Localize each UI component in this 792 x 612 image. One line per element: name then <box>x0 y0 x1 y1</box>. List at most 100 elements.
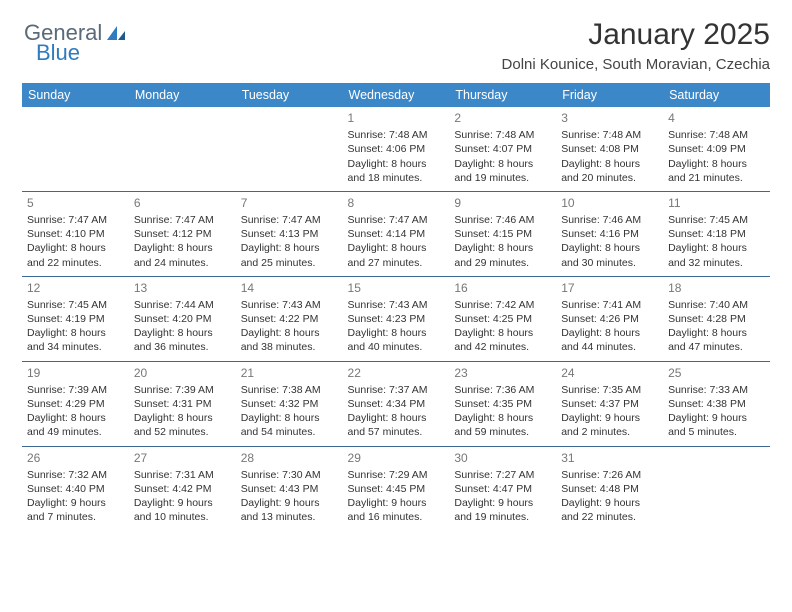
brand-text-2-wrap: Blue <box>36 40 80 66</box>
sunrise-line: Sunrise: 7:27 AM <box>454 468 551 482</box>
calendar-page: General Blue January 2025 Dolni Kounice,… <box>0 0 792 612</box>
calendar-day-cell: 4Sunrise: 7:48 AMSunset: 4:09 PMDaylight… <box>663 107 770 191</box>
sunset-line: Sunset: 4:22 PM <box>241 312 338 326</box>
calendar-day-cell <box>22 107 129 191</box>
weekday-header: Tuesday <box>236 83 343 107</box>
sunrise-line: Sunrise: 7:47 AM <box>134 213 231 227</box>
weekday-header: Saturday <box>663 83 770 107</box>
sail-icon <box>105 24 127 42</box>
calendar-day-cell: 10Sunrise: 7:46 AMSunset: 4:16 PMDayligh… <box>556 191 663 276</box>
daylight-line: Daylight: 8 hours and 22 minutes. <box>27 241 124 269</box>
sunset-line: Sunset: 4:19 PM <box>27 312 124 326</box>
sunset-line: Sunset: 4:34 PM <box>348 397 445 411</box>
day-number: 16 <box>454 280 551 296</box>
daylight-line: Daylight: 8 hours and 29 minutes. <box>454 241 551 269</box>
calendar-table: Sunday Monday Tuesday Wednesday Thursday… <box>22 83 770 530</box>
daylight-line: Daylight: 9 hours and 16 minutes. <box>348 496 445 524</box>
daylight-line: Daylight: 8 hours and 34 minutes. <box>27 326 124 354</box>
calendar-day-cell: 21Sunrise: 7:38 AMSunset: 4:32 PMDayligh… <box>236 361 343 446</box>
day-number: 4 <box>668 110 765 126</box>
calendar-day-cell: 22Sunrise: 7:37 AMSunset: 4:34 PMDayligh… <box>343 361 450 446</box>
sunset-line: Sunset: 4:31 PM <box>134 397 231 411</box>
daylight-line: Daylight: 8 hours and 32 minutes. <box>668 241 765 269</box>
sunrise-line: Sunrise: 7:45 AM <box>27 298 124 312</box>
sunrise-line: Sunrise: 7:42 AM <box>454 298 551 312</box>
daylight-line: Daylight: 9 hours and 13 minutes. <box>241 496 338 524</box>
daylight-line: Daylight: 8 hours and 25 minutes. <box>241 241 338 269</box>
calendar-day-cell: 26Sunrise: 7:32 AMSunset: 4:40 PMDayligh… <box>22 446 129 530</box>
sunrise-line: Sunrise: 7:29 AM <box>348 468 445 482</box>
day-number: 28 <box>241 450 338 466</box>
sunrise-line: Sunrise: 7:47 AM <box>241 213 338 227</box>
sunset-line: Sunset: 4:12 PM <box>134 227 231 241</box>
calendar-week-row: 26Sunrise: 7:32 AMSunset: 4:40 PMDayligh… <box>22 446 770 530</box>
sunset-line: Sunset: 4:35 PM <box>454 397 551 411</box>
calendar-day-cell: 18Sunrise: 7:40 AMSunset: 4:28 PMDayligh… <box>663 276 770 361</box>
calendar-day-cell: 15Sunrise: 7:43 AMSunset: 4:23 PMDayligh… <box>343 276 450 361</box>
sunset-line: Sunset: 4:28 PM <box>668 312 765 326</box>
daylight-line: Daylight: 8 hours and 47 minutes. <box>668 326 765 354</box>
day-number: 23 <box>454 365 551 381</box>
day-number: 14 <box>241 280 338 296</box>
day-number: 26 <box>27 450 124 466</box>
day-number: 5 <box>27 195 124 211</box>
calendar-day-cell: 25Sunrise: 7:33 AMSunset: 4:38 PMDayligh… <box>663 361 770 446</box>
calendar-day-cell: 2Sunrise: 7:48 AMSunset: 4:07 PMDaylight… <box>449 107 556 191</box>
sunrise-line: Sunrise: 7:33 AM <box>668 383 765 397</box>
daylight-line: Daylight: 8 hours and 19 minutes. <box>454 157 551 185</box>
daylight-line: Daylight: 8 hours and 49 minutes. <box>27 411 124 439</box>
sunset-line: Sunset: 4:42 PM <box>134 482 231 496</box>
sunset-line: Sunset: 4:13 PM <box>241 227 338 241</box>
sunrise-line: Sunrise: 7:48 AM <box>668 128 765 142</box>
sunset-line: Sunset: 4:47 PM <box>454 482 551 496</box>
sunset-line: Sunset: 4:08 PM <box>561 142 658 156</box>
daylight-line: Daylight: 8 hours and 27 minutes. <box>348 241 445 269</box>
daylight-line: Daylight: 8 hours and 44 minutes. <box>561 326 658 354</box>
sunset-line: Sunset: 4:40 PM <box>27 482 124 496</box>
sunset-line: Sunset: 4:09 PM <box>668 142 765 156</box>
sunrise-line: Sunrise: 7:41 AM <box>561 298 658 312</box>
sunset-line: Sunset: 4:16 PM <box>561 227 658 241</box>
weekday-header: Sunday <box>22 83 129 107</box>
day-number: 6 <box>134 195 231 211</box>
sunset-line: Sunset: 4:29 PM <box>27 397 124 411</box>
day-number: 22 <box>348 365 445 381</box>
calendar-day-cell: 8 Sunrise: 7:47 AMSunset: 4:14 PMDaylight… <box>343 191 450 276</box>
daylight-line: Daylight: 8 hours and 40 minutes. <box>348 326 445 354</box>
day-number: 24 <box>561 365 658 381</box>
sunrise-line: Sunrise: 7:46 AM <box>454 213 551 227</box>
sunrise-line: Sunrise: 7:48 AM <box>561 128 658 142</box>
daylight-line: Daylight: 8 hours and 18 minutes. <box>348 157 445 185</box>
calendar-day-cell <box>663 446 770 530</box>
weekday-row: Sunday Monday Tuesday Wednesday Thursday… <box>22 83 770 107</box>
sunset-line: Sunset: 4:14 PM <box>348 227 445 241</box>
sunset-line: Sunset: 4:37 PM <box>561 397 658 411</box>
day-number: 30 <box>454 450 551 466</box>
sunrise-line: Sunrise: 7:47 AM <box>27 213 124 227</box>
month-title: January 2025 <box>22 18 770 52</box>
sunrise-line: Sunrise: 7:48 AM <box>348 128 445 142</box>
sunrise-line: Sunrise: 7:26 AM <box>561 468 658 482</box>
calendar-day-cell: 19Sunrise: 7:39 AMSunset: 4:29 PMDayligh… <box>22 361 129 446</box>
day-number: 20 <box>134 365 231 381</box>
sunset-line: Sunset: 4:15 PM <box>454 227 551 241</box>
day-number: 8 <box>348 195 445 211</box>
daylight-line: Daylight: 8 hours and 20 minutes. <box>561 157 658 185</box>
sunrise-line: Sunrise: 7:47 AM <box>348 213 445 227</box>
daylight-line: Daylight: 8 hours and 24 minutes. <box>134 241 231 269</box>
sunset-line: Sunset: 4:20 PM <box>134 312 231 326</box>
daylight-line: Daylight: 9 hours and 19 minutes. <box>454 496 551 524</box>
sunset-line: Sunset: 4:32 PM <box>241 397 338 411</box>
sunset-line: Sunset: 4:48 PM <box>561 482 658 496</box>
calendar-day-cell: 1Sunrise: 7:48 AMSunset: 4:06 PMDaylight… <box>343 107 450 191</box>
daylight-line: Daylight: 8 hours and 36 minutes. <box>134 326 231 354</box>
day-number: 29 <box>348 450 445 466</box>
sunrise-line: Sunrise: 7:44 AM <box>134 298 231 312</box>
sunset-line: Sunset: 4:10 PM <box>27 227 124 241</box>
calendar-week-row: 1Sunrise: 7:48 AMSunset: 4:06 PMDaylight… <box>22 107 770 191</box>
sunset-line: Sunset: 4:25 PM <box>454 312 551 326</box>
calendar-day-cell: 30 Sunrise: 7:27 AMSunset: 4:47 PMDayligh… <box>449 446 556 530</box>
calendar-day-cell: 13Sunrise: 7:44 AMSunset: 4:20 PMDayligh… <box>129 276 236 361</box>
day-number: 19 <box>27 365 124 381</box>
sunrise-line: Sunrise: 7:43 AM <box>241 298 338 312</box>
